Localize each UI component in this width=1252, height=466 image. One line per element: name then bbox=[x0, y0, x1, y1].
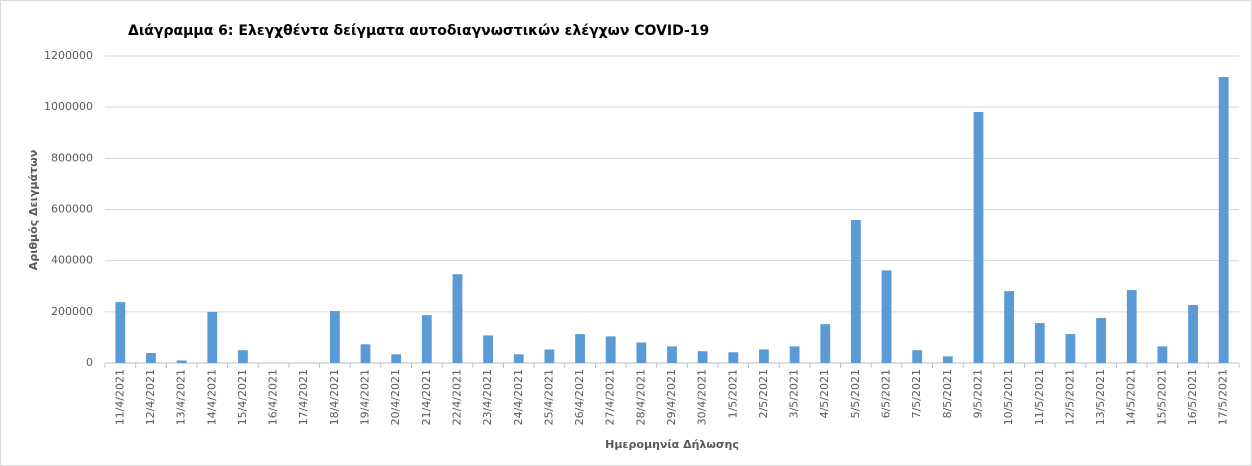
y-tick-label: 400000 bbox=[51, 254, 93, 267]
bar bbox=[575, 334, 585, 363]
x-tick-label: 19/4/2021 bbox=[359, 369, 372, 425]
bar bbox=[1126, 290, 1137, 363]
x-tick-label: 2/5/2021 bbox=[757, 369, 770, 418]
x-tick-label: 9/5/2021 bbox=[971, 369, 984, 418]
x-tick-label: 8/5/2021 bbox=[941, 369, 954, 418]
bar bbox=[483, 335, 494, 363]
x-tick-label: 30/4/2021 bbox=[696, 369, 709, 425]
chart-title: Διάγραμμα 6: Ελεγχθέντα δείγματα αυτοδια… bbox=[128, 23, 709, 39]
x-tick-label: 24/4/2021 bbox=[512, 369, 525, 425]
bar bbox=[881, 270, 892, 363]
bar bbox=[1188, 304, 1198, 363]
bar bbox=[1065, 334, 1076, 363]
x-tick-label: 12/5/2021 bbox=[1063, 369, 1076, 425]
x-tick-label: 3/5/2021 bbox=[788, 369, 801, 418]
y-tick-label: 0 bbox=[86, 356, 93, 369]
x-tick-label: 15/4/2021 bbox=[236, 369, 249, 425]
bar bbox=[1096, 317, 1106, 363]
y-tick-label: 1000000 bbox=[44, 100, 93, 113]
x-tick-label: 10/5/2021 bbox=[1002, 369, 1015, 425]
x-tick-label: 14/4/2021 bbox=[205, 369, 218, 425]
bar bbox=[329, 311, 340, 363]
x-tick-label: 12/4/2021 bbox=[144, 369, 157, 425]
x-tick-label: 29/4/2021 bbox=[665, 369, 678, 425]
bar bbox=[759, 349, 769, 363]
bar bbox=[1004, 291, 1015, 363]
bar bbox=[115, 302, 126, 363]
x-tick-label: 7/5/2021 bbox=[910, 369, 923, 418]
x-tick-label: 27/4/2021 bbox=[604, 369, 617, 425]
bar bbox=[452, 274, 463, 363]
x-tick-label: 5/5/2021 bbox=[849, 369, 862, 418]
bar bbox=[850, 219, 861, 363]
x-tick-label: 16/4/2021 bbox=[267, 369, 280, 425]
bar bbox=[789, 346, 800, 363]
x-tick-label: 13/4/2021 bbox=[175, 369, 188, 425]
x-tick-label: 17/4/2021 bbox=[297, 369, 310, 425]
bar bbox=[421, 315, 432, 363]
x-tick-label: 26/4/2021 bbox=[573, 369, 586, 425]
bar bbox=[820, 324, 831, 363]
bar bbox=[146, 353, 156, 363]
y-tick-label: 1200000 bbox=[44, 49, 93, 62]
bar bbox=[176, 360, 187, 363]
bar bbox=[912, 350, 923, 363]
x-tick-label: 6/5/2021 bbox=[880, 369, 893, 418]
bar bbox=[1034, 323, 1045, 363]
x-tick-label: 15/5/2021 bbox=[1155, 369, 1168, 425]
x-tick-label: 28/4/2021 bbox=[634, 369, 647, 425]
x-tick-label: 20/4/2021 bbox=[389, 369, 402, 425]
bar bbox=[1218, 76, 1229, 363]
x-tick-label: 1/5/2021 bbox=[726, 369, 739, 418]
x-tick-label: 17/5/2021 bbox=[1217, 369, 1230, 425]
bar bbox=[360, 344, 371, 363]
x-tick-label: 21/4/2021 bbox=[420, 369, 433, 425]
bar bbox=[973, 112, 984, 363]
x-tick-label: 11/5/2021 bbox=[1033, 369, 1046, 425]
bar bbox=[942, 356, 953, 363]
bar bbox=[238, 350, 248, 363]
y-tick-label: 800000 bbox=[51, 151, 93, 164]
x-tick-label: 13/5/2021 bbox=[1094, 369, 1107, 425]
bar bbox=[697, 351, 708, 363]
x-tick-label: 22/4/2021 bbox=[450, 369, 463, 425]
x-axis-title: Ημερομηνία Δήλωσης bbox=[605, 438, 739, 451]
bar bbox=[667, 346, 677, 363]
bar bbox=[391, 354, 402, 363]
x-tick-label: 16/5/2021 bbox=[1186, 369, 1199, 425]
x-tick-label: 23/4/2021 bbox=[481, 369, 494, 425]
bar bbox=[636, 342, 647, 363]
x-tick-label: 11/4/2021 bbox=[113, 369, 126, 425]
bar bbox=[728, 352, 739, 363]
y-tick-label: 600000 bbox=[51, 203, 93, 216]
bar bbox=[605, 336, 616, 363]
x-tick-label: 14/5/2021 bbox=[1125, 369, 1138, 425]
bar bbox=[513, 354, 524, 363]
x-tick-label: 25/4/2021 bbox=[542, 369, 555, 425]
x-tick-label: 18/4/2021 bbox=[328, 369, 341, 425]
y-tick-label: 200000 bbox=[51, 305, 93, 318]
bar bbox=[207, 311, 218, 363]
bar bbox=[1157, 346, 1168, 363]
x-tick-label: 4/5/2021 bbox=[818, 369, 831, 418]
y-axis-title: Αριθμός Δειγμάτων bbox=[27, 150, 40, 270]
bar bbox=[544, 349, 555, 363]
